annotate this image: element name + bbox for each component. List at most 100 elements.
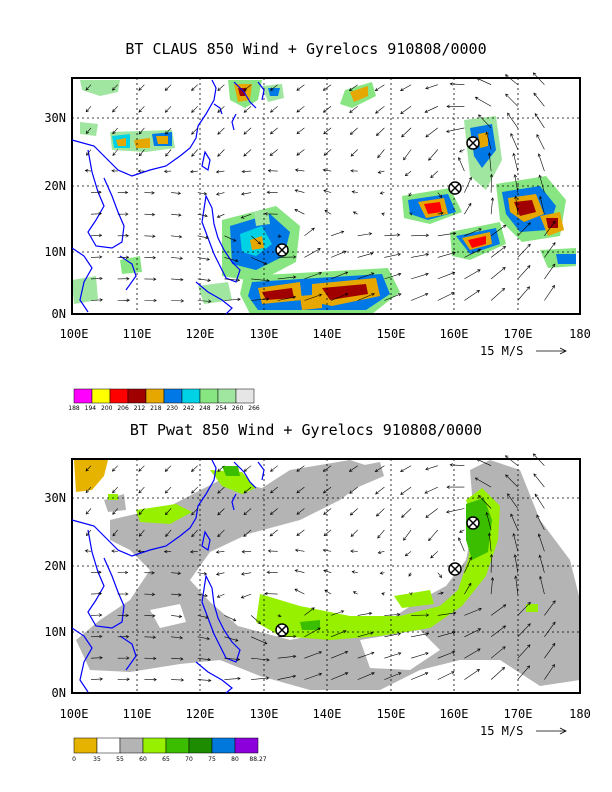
wind-vector	[224, 297, 241, 302]
wind-vector	[240, 213, 252, 219]
wind-vector	[270, 106, 278, 113]
wind-vector	[504, 74, 518, 85]
lon-label: 150E	[377, 707, 406, 721]
wind-vector	[437, 572, 443, 579]
colorbar-swatch	[142, 737, 167, 754]
wind-vector	[85, 84, 92, 91]
wind-vector	[478, 494, 492, 509]
lon-label: 160E	[440, 707, 469, 721]
wind-vector	[296, 84, 305, 91]
colorbar-swatch	[165, 737, 190, 754]
wind-vector	[490, 646, 506, 659]
wind-vector	[533, 92, 545, 107]
wind-vector	[490, 604, 507, 616]
panel-2-lon-labels: 100E 110E 120E 130E 140E 150E 160E 170E …	[60, 707, 591, 721]
wind-vector	[171, 593, 182, 597]
wind-vector	[294, 588, 305, 595]
wind-vector	[513, 554, 519, 573]
lon-label: 110E	[123, 327, 152, 341]
wind-vector	[84, 169, 92, 173]
wind-vector	[267, 169, 278, 173]
wind-vector	[464, 669, 481, 680]
wind-vector	[85, 465, 92, 472]
wind-vector	[243, 149, 252, 157]
wind-vector	[304, 293, 323, 301]
wind-vector	[464, 648, 481, 659]
colorbar-label: 218	[150, 405, 162, 412]
wind-vector	[144, 255, 157, 260]
wind-vector	[251, 657, 270, 662]
colorbar-label: 260	[232, 405, 244, 412]
wind-vector	[485, 131, 492, 150]
wind-vector	[269, 465, 278, 472]
wind-vector	[277, 614, 282, 618]
wind-vector	[171, 299, 185, 303]
wind-vector	[270, 84, 278, 91]
wind-vector	[348, 84, 358, 91]
wind-vector	[410, 672, 429, 680]
wind-vector	[330, 250, 347, 258]
wind-vector	[90, 613, 103, 617]
wind-vector	[90, 677, 104, 681]
wind-vector	[264, 212, 278, 216]
wind-vector	[197, 235, 209, 240]
lon-label: 120E	[186, 707, 215, 721]
wind-vector	[250, 636, 268, 645]
wind-vector	[111, 169, 118, 173]
wind-vector	[144, 234, 156, 238]
wind-vector	[532, 72, 545, 85]
wind-vector	[384, 632, 402, 638]
wind-vector	[197, 257, 211, 261]
wind-vector	[357, 651, 375, 659]
panel-2-gridlines	[72, 459, 580, 693]
wind-vector	[532, 453, 545, 466]
wind-vector	[331, 610, 345, 616]
wind-vector	[266, 570, 278, 575]
wind-vector	[464, 289, 481, 301]
wind-vector	[197, 278, 211, 282]
wind-vector	[117, 298, 130, 302]
colorbar-label: 242	[183, 405, 195, 412]
wind-vector	[243, 486, 252, 494]
wind-vector	[490, 246, 507, 258]
wind-vector	[384, 652, 402, 659]
wind-vector	[514, 575, 519, 595]
wind-vector	[485, 511, 492, 530]
wind-vector	[384, 252, 402, 258]
panel-1-wind-vectors	[84, 72, 556, 303]
panel-2-reference-vector: 15 M/S	[480, 724, 567, 738]
wind-vector	[171, 614, 183, 619]
wind-vector	[296, 149, 305, 156]
wind-vector	[458, 157, 465, 172]
wind-vector	[304, 227, 315, 237]
wind-vector	[86, 149, 92, 156]
panel-1-map: 30N 20N 10N 0N 100E 110E 120E 130E 140E …	[44, 72, 591, 412]
wind-vector	[505, 93, 519, 107]
lon-label: 100E	[60, 707, 89, 721]
wind-vector	[217, 106, 225, 113]
wind-vector	[322, 168, 332, 172]
wind-vector	[404, 551, 412, 557]
panel-1-coastlines	[71, 79, 265, 315]
wind-vector	[251, 278, 270, 283]
wind-vector	[375, 508, 385, 517]
wind-vector	[191, 84, 198, 91]
wind-vector	[349, 508, 358, 516]
wind-vector	[408, 572, 412, 577]
wind-vector	[323, 189, 332, 193]
wind-vector	[294, 168, 305, 172]
wind-vector	[449, 463, 465, 467]
wind-vector	[112, 486, 118, 494]
wind-vector	[197, 571, 208, 576]
wind-vector	[224, 636, 239, 642]
wind-vector	[138, 127, 145, 135]
colorbar-label: 35	[93, 756, 101, 763]
wind-vector	[304, 627, 321, 638]
wind-vector	[403, 149, 412, 161]
wind-vector	[111, 549, 118, 553]
wind-vector	[165, 149, 172, 157]
wind-vector	[251, 297, 270, 301]
wind-vector	[171, 235, 183, 239]
wind-vector	[277, 295, 297, 301]
